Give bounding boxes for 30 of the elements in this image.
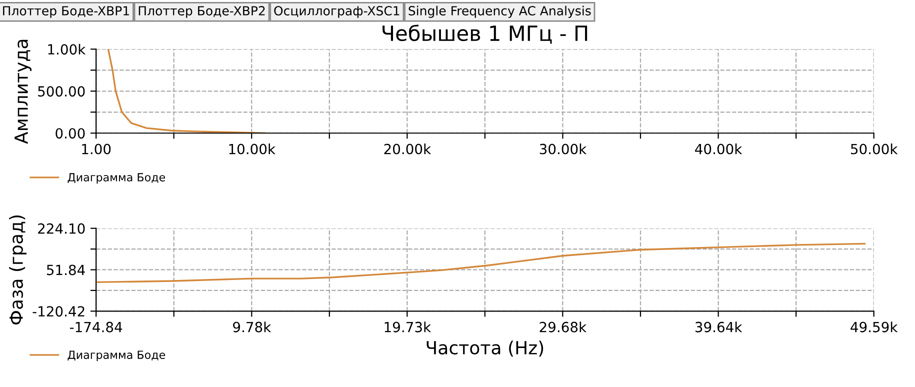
legend-label: Диаграмма Боде [68,173,166,184]
x-tick-label: 10.00k [229,144,276,154]
y-axis-title: Амплитуда [14,40,32,144]
x-tick-label: 1.00 [82,144,111,154]
x-tick-label: -174.84 [70,322,122,332]
text: Плоттер Боде-XBP2 [138,6,265,18]
text: Single Frequency AC Analysis [408,6,591,18]
y-tick-label: 51.84 [46,264,85,276]
x-tick-label: 39.64k [695,322,742,332]
line-series [96,242,866,284]
y-tick-label: 224.10 [38,223,85,234]
x-tick-label: 19.73k [384,322,432,332]
y-tick-label: -120.42 [32,306,84,317]
x-tick-label: 9.78k [233,322,272,332]
x-tick-label: 30.00k [540,144,587,154]
y-tick-label: 1.00k [48,44,86,55]
chart-title: Чебышев 1 МГц - П [382,24,588,44]
x-tick-label: 29.68k [540,322,587,332]
legend-label: Диаграмма Боде [68,350,166,362]
y-axis-title: Фаза (град) [9,215,26,324]
text: Осциллограф-XSC1 [274,6,400,18]
text: Плоттер Боде-XBP1 [3,6,129,18]
y-tick-label: 0.00 [56,128,85,139]
x-tick-label: 50.00k [850,144,898,154]
y-tick-label: 500.00 [38,86,85,97]
x-tick-label: 20.00k [384,144,432,154]
x-axis-title: Частота (Hz) [426,340,544,357]
x-tick-label: 40.00k [695,144,742,154]
x-tick-label: 49.59k [850,322,898,332]
line-series [107,49,266,134]
